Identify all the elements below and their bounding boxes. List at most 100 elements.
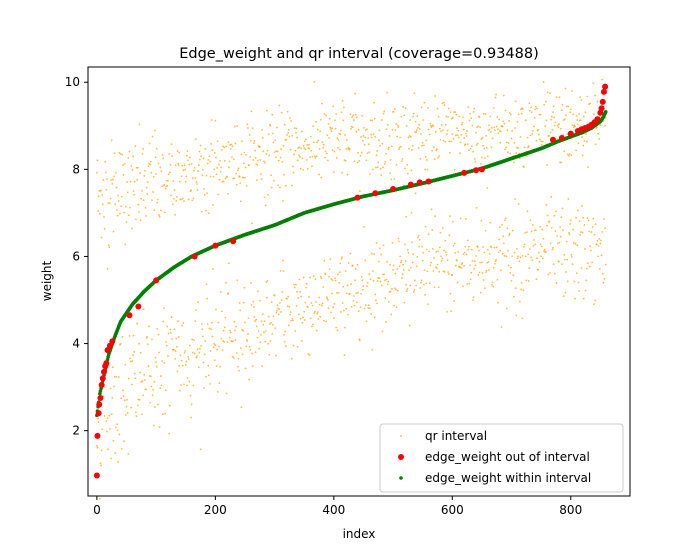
qr-interval-point xyxy=(491,281,494,284)
qr-interval-point xyxy=(152,176,155,178)
qr-interval-point xyxy=(159,375,162,377)
qr-interval-point xyxy=(161,413,164,416)
qr-interval-point xyxy=(191,351,194,354)
qr-interval-point xyxy=(142,148,144,150)
qr-interval-point xyxy=(195,181,198,183)
qr-interval-point xyxy=(342,119,345,122)
qr-interval-point xyxy=(263,160,265,163)
qr-interval-point xyxy=(592,82,595,85)
qr-interval-point xyxy=(324,150,327,153)
qr-interval-point xyxy=(408,269,410,272)
qr-interval-point xyxy=(566,153,569,156)
qr-interval-point xyxy=(428,282,431,285)
qr-interval-point xyxy=(246,123,249,126)
out-of-interval-point xyxy=(95,410,102,417)
qr-interval-point xyxy=(391,242,394,244)
qr-interval-point xyxy=(163,361,166,364)
qr-interval-point xyxy=(505,146,508,149)
qr-interval-point xyxy=(363,143,366,146)
qr-interval-point xyxy=(250,303,253,306)
qr-interval-point xyxy=(453,242,456,245)
qr-interval-point xyxy=(349,252,352,255)
qr-interval-point xyxy=(142,394,144,397)
qr-interval-point xyxy=(379,144,381,147)
qr-interval-point xyxy=(346,173,349,176)
qr-interval-point xyxy=(210,119,213,122)
qr-interval-point xyxy=(486,248,489,251)
qr-interval-point xyxy=(513,295,515,298)
qr-interval-point xyxy=(305,138,307,141)
qr-interval-point xyxy=(480,219,483,222)
qr-interval-point xyxy=(126,191,129,194)
qr-interval-point xyxy=(520,108,522,111)
qr-interval-point xyxy=(406,249,409,251)
qr-interval-point xyxy=(299,167,302,170)
qr-interval-point xyxy=(187,198,190,201)
qr-interval-point xyxy=(272,315,275,318)
qr-interval-point xyxy=(405,215,407,218)
qr-interval-point xyxy=(158,214,160,216)
qr-interval-point xyxy=(162,157,165,160)
qr-interval-point xyxy=(345,139,348,141)
qr-interval-point xyxy=(451,274,454,276)
qr-interval-point xyxy=(469,147,472,150)
qr-interval-point xyxy=(447,107,450,110)
qr-interval-point xyxy=(121,335,124,338)
qr-interval-point xyxy=(261,136,264,139)
qr-interval-point xyxy=(215,365,218,368)
qr-interval-point xyxy=(318,303,321,306)
qr-interval-point xyxy=(223,341,226,343)
qr-interval-point xyxy=(348,292,351,295)
qr-interval-point xyxy=(324,273,327,276)
qr-interval-point xyxy=(357,291,360,294)
qr-interval-point xyxy=(184,349,187,352)
qr-interval-point xyxy=(449,111,452,114)
qr-interval-point xyxy=(301,157,304,160)
qr-interval-point xyxy=(222,329,225,332)
qr-interval-point xyxy=(601,231,604,233)
qr-interval-point xyxy=(281,200,284,202)
qr-interval-point xyxy=(384,160,387,163)
qr-interval-point xyxy=(528,109,531,112)
qr-interval-point xyxy=(547,134,550,137)
qr-interval-point xyxy=(305,159,308,161)
qr-interval-point xyxy=(477,274,480,276)
qr-interval-point xyxy=(347,146,350,149)
qr-interval-point xyxy=(400,260,403,262)
qr-interval-point xyxy=(279,270,282,272)
qr-interval-point xyxy=(507,264,510,267)
qr-interval-point xyxy=(154,356,157,359)
qr-interval-point xyxy=(520,112,523,115)
qr-interval-point xyxy=(303,310,306,313)
legend-marker-out xyxy=(398,454,404,460)
qr-interval-point xyxy=(173,189,176,192)
qr-interval-point xyxy=(502,120,505,123)
qr-interval-point xyxy=(494,129,496,132)
qr-interval-point xyxy=(507,142,510,144)
qr-interval-point xyxy=(470,271,473,274)
qr-interval-point xyxy=(446,133,448,136)
qr-interval-point xyxy=(139,351,142,354)
qr-interval-point xyxy=(345,292,348,295)
qr-interval-point xyxy=(281,259,284,262)
qr-interval-point xyxy=(556,242,559,245)
qr-interval-point xyxy=(167,355,169,358)
qr-interval-point xyxy=(597,132,599,135)
qr-interval-point xyxy=(440,130,442,133)
qr-interval-point xyxy=(595,243,598,246)
qr-interval-point xyxy=(402,106,405,108)
qr-interval-point xyxy=(568,233,571,236)
qr-interval-point xyxy=(279,302,281,304)
qr-interval-point xyxy=(396,289,399,292)
qr-interval-point xyxy=(540,140,543,143)
qr-interval-point xyxy=(465,135,468,137)
qr-interval-point xyxy=(169,163,172,166)
qr-interval-point xyxy=(206,297,208,300)
qr-interval-point xyxy=(143,174,146,177)
qr-interval-point xyxy=(506,227,509,230)
qr-interval-point xyxy=(233,177,236,180)
qr-interval-point xyxy=(255,325,258,328)
qr-interval-point xyxy=(435,267,438,270)
qr-interval-point xyxy=(216,391,219,393)
qr-interval-point xyxy=(312,125,314,128)
